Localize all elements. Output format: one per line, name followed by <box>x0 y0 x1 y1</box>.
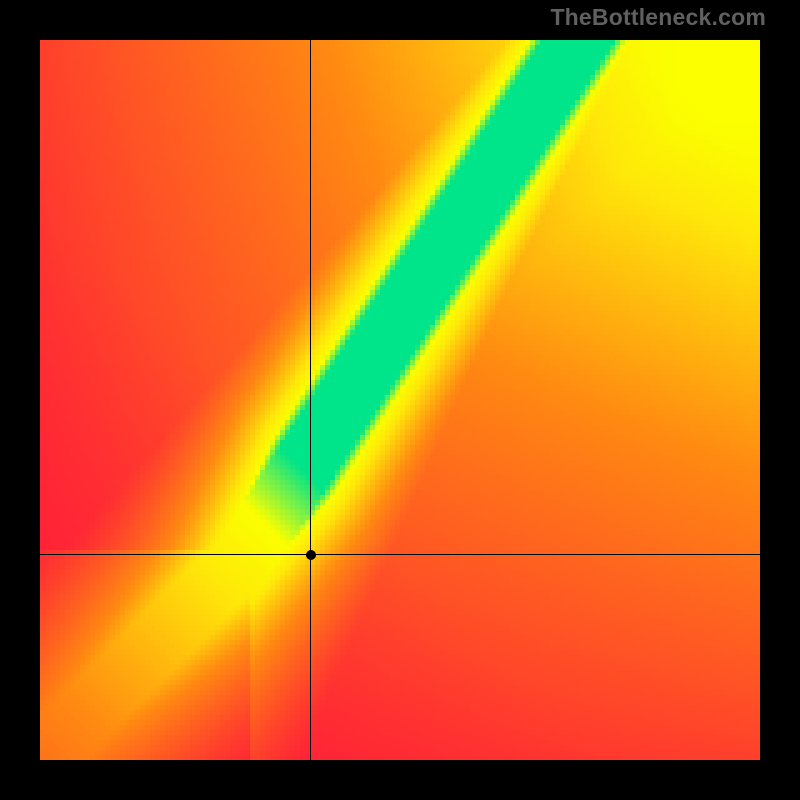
marker-dot <box>306 550 316 560</box>
crosshair-vertical <box>310 40 311 760</box>
watermark: TheBottleneck.com <box>550 4 766 31</box>
heatmap-plot <box>40 40 760 760</box>
chart-container: TheBottleneck.com <box>0 0 800 800</box>
crosshair-horizontal <box>40 554 760 555</box>
